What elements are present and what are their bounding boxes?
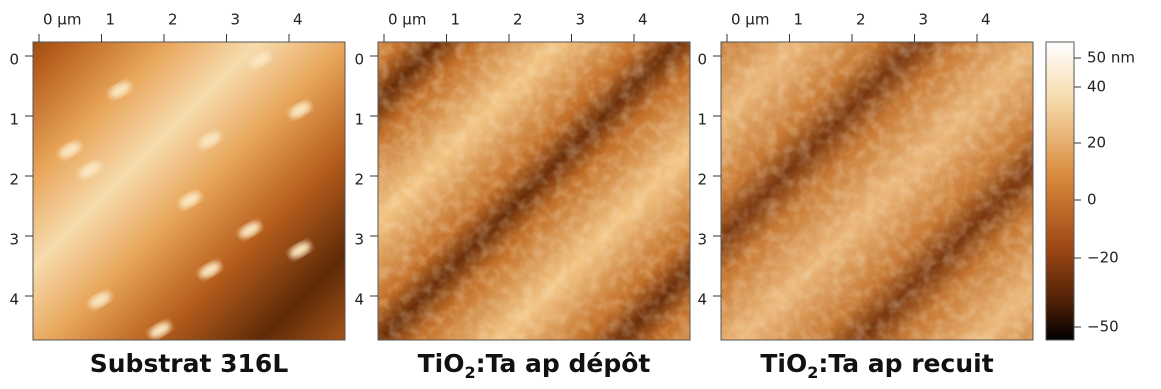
x-tick-label: 2: [856, 11, 866, 29]
colorbar-tick-label: −50: [1087, 318, 1119, 336]
surface-feature: [239, 222, 261, 238]
surface-feature: [179, 192, 201, 208]
y-tick-label: 2: [354, 171, 364, 189]
x-tick-label: 1: [451, 11, 461, 29]
colorbar-tick-label: 20: [1087, 134, 1106, 152]
caption-text: Substrat 316L: [90, 349, 289, 378]
y-tick-label: 1: [354, 111, 364, 129]
caption-subscript: 2: [807, 363, 818, 382]
image-frame: [720, 41, 1034, 341]
x-tick-label: 4: [981, 11, 991, 29]
colorbar: 50 nm 40 20 0 −20 −50: [1045, 41, 1135, 341]
colorbar-gradient: [1045, 41, 1075, 341]
x-tick-label: 0 μm: [43, 11, 81, 29]
x-tick-label: 1: [794, 11, 804, 29]
afm-image: [33, 42, 345, 340]
x-tick-label: 0 μm: [388, 11, 426, 29]
colorbar-tick-label: 40: [1087, 78, 1106, 96]
caption: TiO2:Ta ap recuit: [760, 349, 993, 382]
y-tick-label: 0: [354, 51, 364, 69]
x-tick-label: 1: [106, 11, 116, 29]
image-frame: [377, 41, 691, 341]
x-tick-label: 4: [638, 11, 648, 29]
x-tick-label: 4: [293, 11, 303, 29]
x-tick-label: 0 μm: [731, 11, 769, 29]
surface-feature: [79, 162, 101, 178]
image-frame: [32, 41, 346, 341]
x-tick-label: 3: [231, 11, 241, 29]
y-tick-label: 4: [354, 291, 364, 309]
y-tick-label: 2: [9, 171, 19, 189]
afm-panel: 0 μm 1 2 3 4 0 1 2 3 4 Substrat 316L: [9, 11, 346, 378]
surface-feature: [249, 52, 271, 68]
surface-feature: [89, 292, 111, 308]
caption-text: TiO: [418, 349, 465, 378]
y-tick-label: 3: [354, 231, 364, 249]
surface-feature: [149, 322, 171, 338]
y-tick-label: 3: [697, 231, 707, 249]
caption-text: TiO: [760, 349, 807, 378]
x-tick-label: 2: [168, 11, 178, 29]
x-tick-label: 3: [576, 11, 586, 29]
y-tick-label: 2: [697, 171, 707, 189]
surface-feature: [199, 132, 221, 148]
y-tick-label: 3: [9, 231, 19, 249]
colorbar-tick-label: 50 nm: [1087, 49, 1135, 67]
y-tick-label: 0: [697, 51, 707, 69]
surface-feature: [289, 242, 311, 258]
y-tick-label: 1: [9, 111, 19, 129]
y-tick-label: 0: [9, 51, 19, 69]
surface-feature: [109, 82, 131, 98]
y-tick-label: 4: [697, 291, 707, 309]
colorbar-tick-label: 0: [1087, 191, 1097, 209]
y-tick-label: 1: [697, 111, 707, 129]
surface-texture: [721, 42, 1033, 340]
caption-text: :Ta ap dépôt: [476, 349, 651, 378]
surface-feature: [59, 142, 81, 158]
surface-texture: [378, 42, 690, 340]
surface-feature: [199, 262, 221, 278]
caption-text: :Ta ap recuit: [818, 349, 993, 378]
colorbar-tick-label: −20: [1087, 249, 1119, 267]
caption: TiO2:Ta ap dépôt: [418, 349, 651, 382]
caption: Substrat 316L: [90, 349, 289, 378]
x-tick-label: 2: [513, 11, 523, 29]
surface-feature: [289, 102, 311, 118]
y-tick-label: 4: [9, 291, 19, 309]
x-tick-label: 3: [919, 11, 929, 29]
caption-subscript: 2: [464, 363, 475, 382]
